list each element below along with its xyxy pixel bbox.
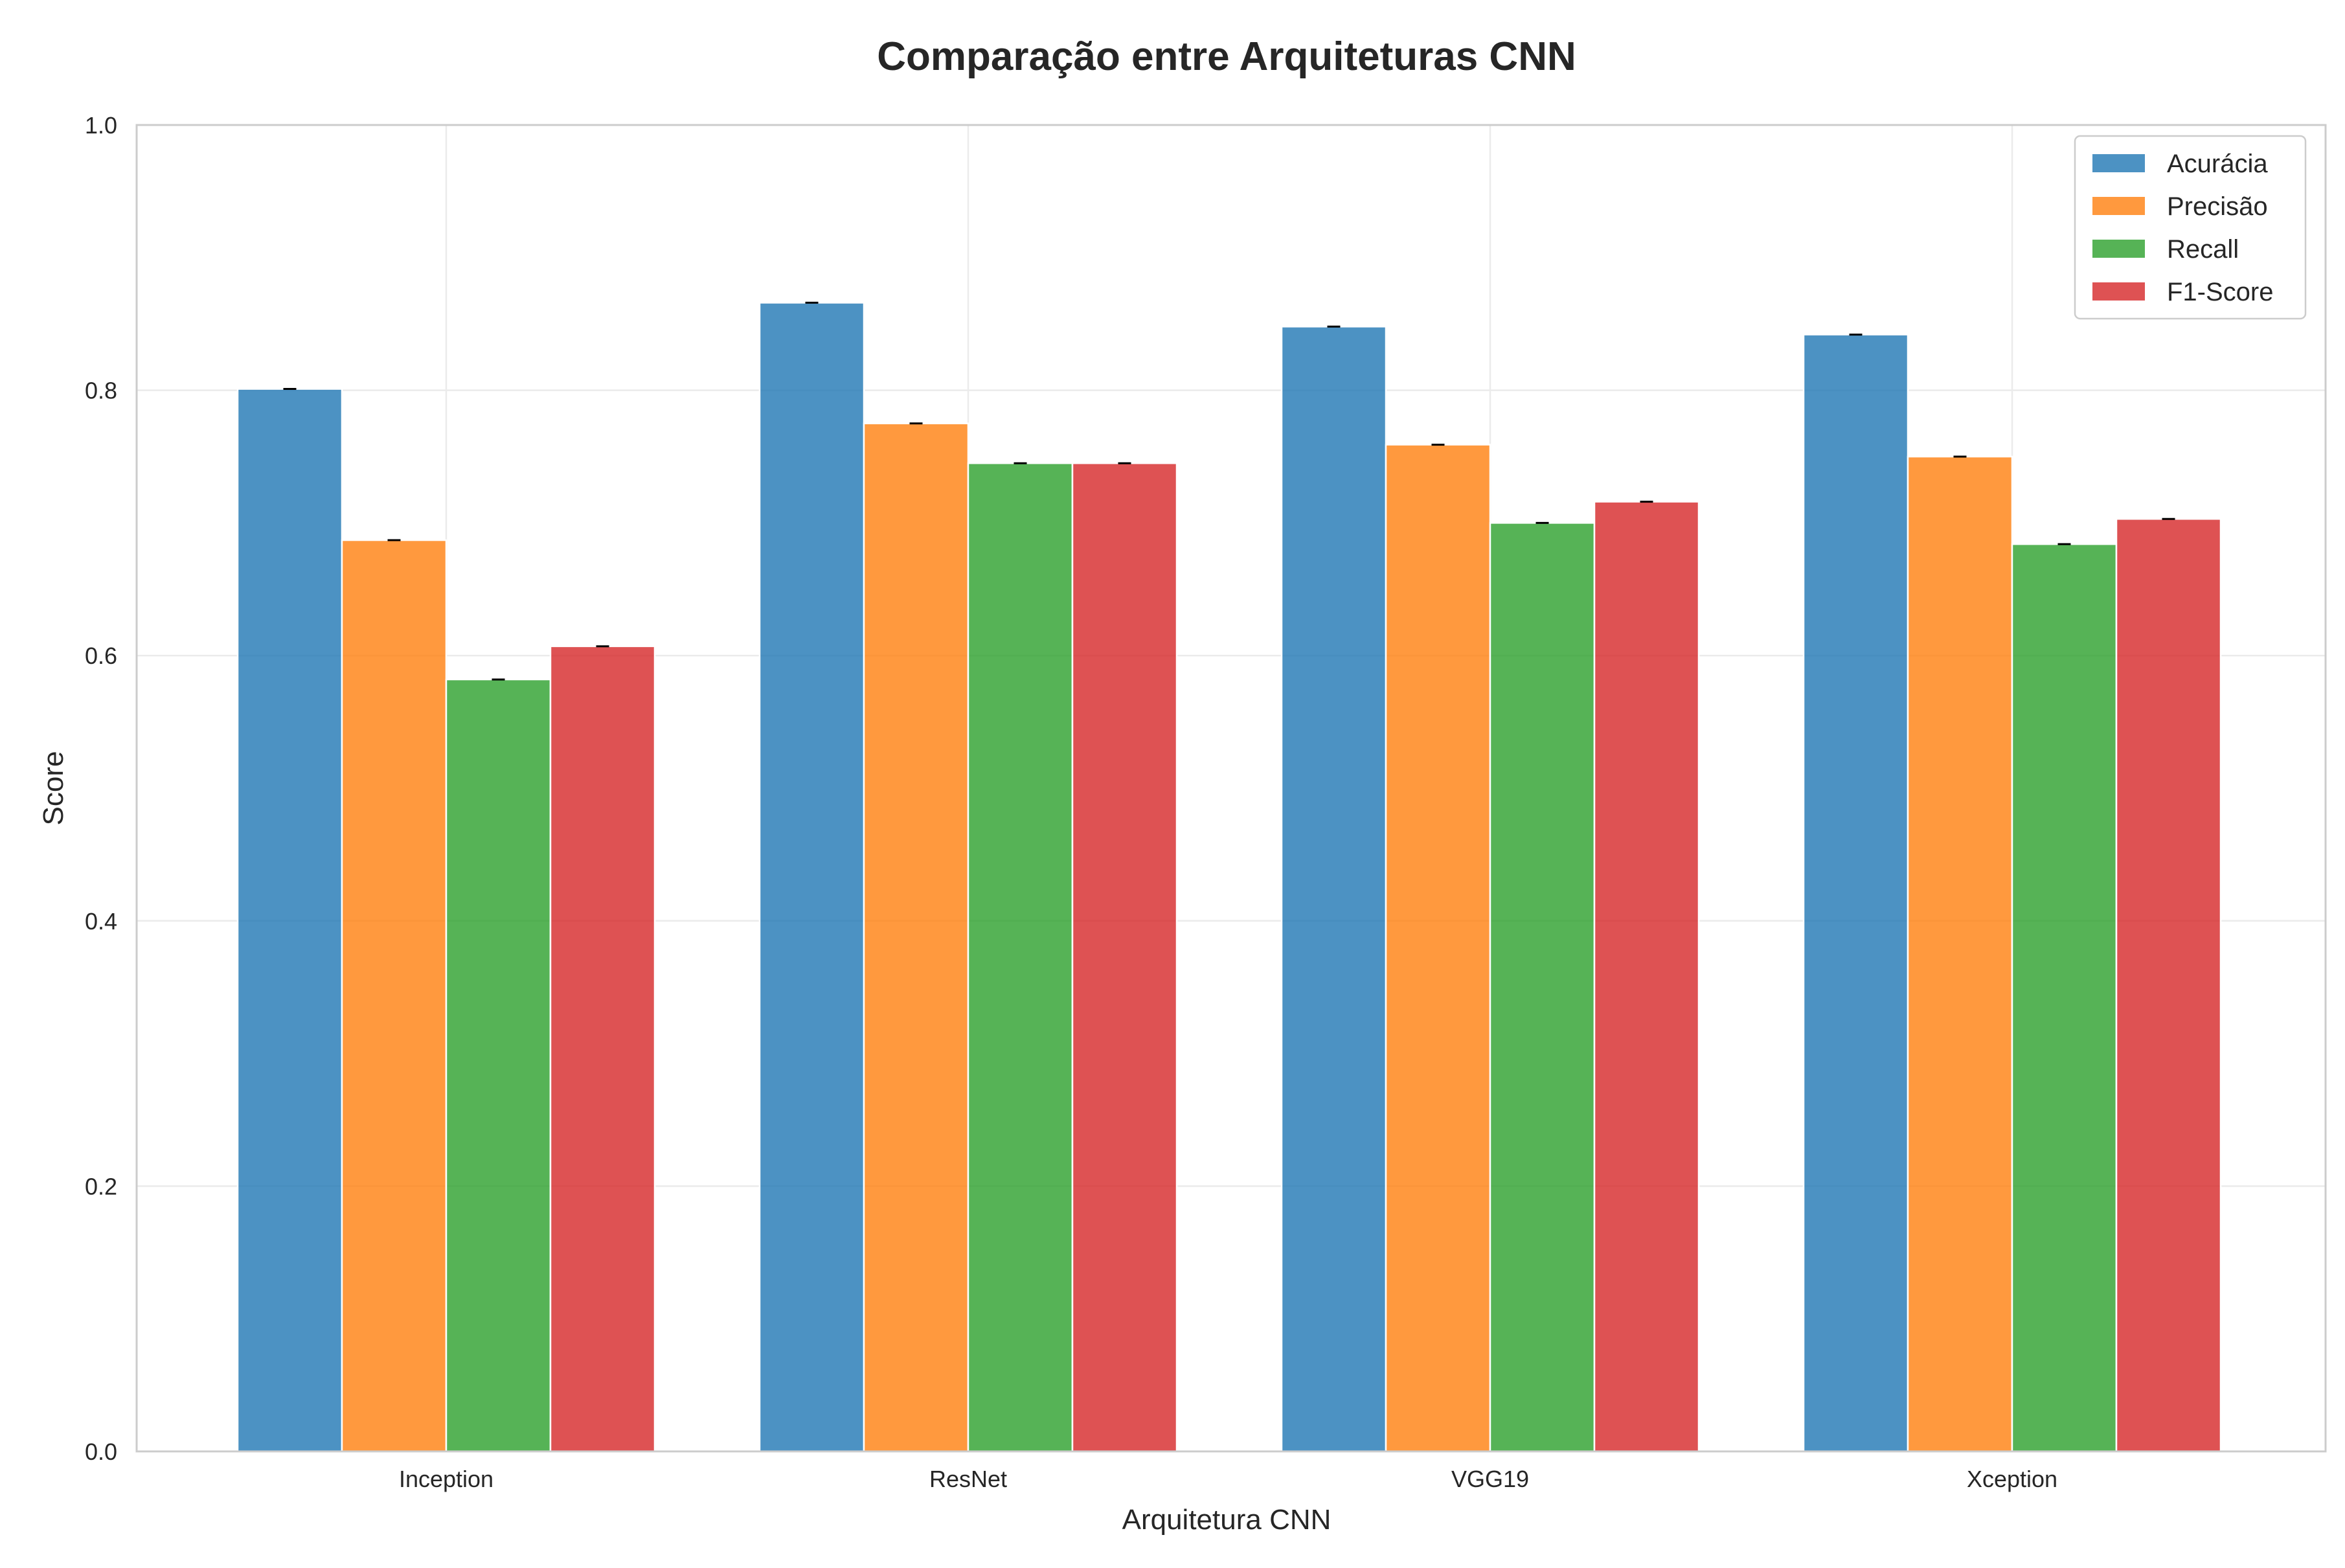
bar-precis-o-vgg19 — [1385, 444, 1491, 1453]
bar-f1-score-inception — [549, 645, 656, 1453]
y-tick-label: 0.8 — [85, 378, 117, 404]
chart-title: Comparação entre Arquiteturas CNN — [877, 34, 1576, 79]
x-tick-label: VGG19 — [1451, 1466, 1529, 1492]
x-tick-label: Xception — [1967, 1466, 2057, 1492]
legend-swatch — [2092, 197, 2145, 215]
legend: Acurácia Precisão Recall F1-Score — [2074, 135, 2307, 320]
bar-acur-cia-resnet — [758, 302, 865, 1453]
y-tick-label: 1.0 — [85, 112, 117, 139]
x-axis-label: Arquitetura CNN — [1122, 1504, 1331, 1536]
legend-swatch — [2092, 154, 2145, 172]
y-tick-label: 0.2 — [85, 1173, 117, 1199]
plot-frame — [135, 124, 2327, 1453]
bars-layer — [236, 301, 2222, 1453]
ticks-layer: 0.0 0.2 0.4 0.6 0.8 1.0 Inception ResNet VGG19 Xc… — [85, 112, 2057, 1492]
legend-swatch — [2092, 240, 2145, 258]
legend-label: F1-Score — [2167, 278, 2274, 306]
legend-label: Recall — [2167, 235, 2239, 264]
bar-precis-o-resnet — [863, 422, 969, 1453]
bar-recall-inception — [445, 678, 552, 1453]
legend-label: Acurácia — [2167, 150, 2268, 178]
bar-acur-cia-inception — [236, 388, 343, 1453]
bar-recall-xception — [2011, 543, 2118, 1453]
y-axis-label: Score — [38, 751, 69, 826]
bar-f1-score-vgg19 — [1593, 501, 1700, 1453]
bar-acur-cia-vgg19 — [1280, 326, 1387, 1453]
y-tick-label: 0.0 — [85, 1438, 117, 1465]
bar-recall-resnet — [967, 462, 1074, 1453]
bar-precis-o-xception — [1907, 455, 2013, 1453]
bar-recall-vgg19 — [1489, 522, 1596, 1453]
bar-f1-score-resnet — [1071, 462, 1178, 1453]
bar-precis-o-inception — [341, 539, 447, 1453]
y-tick-label: 0.6 — [85, 642, 117, 669]
legend-box — [2074, 135, 2307, 320]
legend-swatch — [2092, 282, 2145, 301]
x-tick-label: Inception — [399, 1466, 493, 1492]
y-tick-label: 0.4 — [85, 908, 117, 935]
x-tick-label: ResNet — [929, 1466, 1007, 1492]
bar-f1-score-xception — [2115, 518, 2222, 1453]
bar-acur-cia-xception — [1802, 334, 1909, 1453]
legend-label: Precisão — [2167, 192, 2268, 221]
